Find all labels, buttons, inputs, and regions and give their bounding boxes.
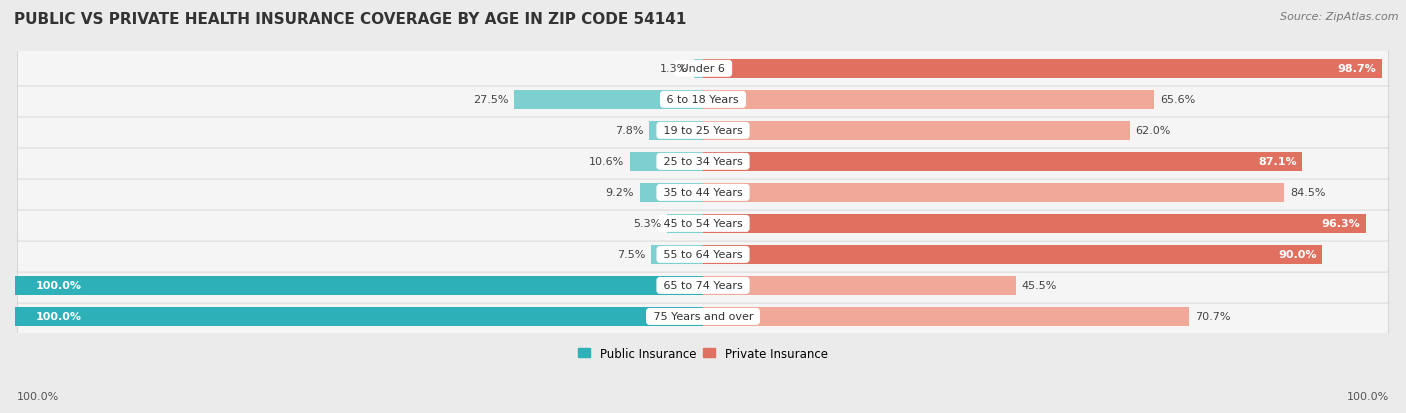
Text: 5.3%: 5.3%	[633, 219, 661, 229]
Bar	[513, 91, 703, 109]
Text: 45 to 54 Years: 45 to 54 Years	[659, 219, 747, 229]
Legend: Public Insurance, Private Insurance: Public Insurance, Private Insurance	[574, 342, 832, 364]
Text: 35 to 44 Years: 35 to 44 Years	[659, 188, 747, 198]
Text: 100.0%: 100.0%	[17, 391, 59, 401]
Text: 19 to 25 Years: 19 to 25 Years	[659, 126, 747, 136]
Text: 10.6%: 10.6%	[589, 157, 624, 167]
Text: 100.0%: 100.0%	[35, 312, 82, 322]
Bar	[703, 91, 1154, 109]
Text: 27.5%: 27.5%	[472, 95, 509, 105]
Bar	[640, 184, 703, 202]
Bar	[650, 122, 703, 140]
Bar	[703, 276, 1017, 295]
Text: 98.7%: 98.7%	[1337, 64, 1376, 74]
Text: 87.1%: 87.1%	[1258, 157, 1296, 167]
FancyBboxPatch shape	[17, 175, 1389, 211]
FancyBboxPatch shape	[17, 83, 1389, 118]
Text: 90.0%: 90.0%	[1278, 250, 1316, 260]
Text: Under 6: Under 6	[678, 64, 728, 74]
FancyBboxPatch shape	[17, 52, 1389, 87]
Bar	[666, 215, 703, 233]
FancyBboxPatch shape	[17, 268, 1389, 304]
Text: 100.0%: 100.0%	[1347, 391, 1389, 401]
Text: 62.0%: 62.0%	[1135, 126, 1170, 136]
Text: 45.5%: 45.5%	[1022, 281, 1057, 291]
FancyBboxPatch shape	[17, 114, 1389, 149]
Text: 84.5%: 84.5%	[1289, 188, 1326, 198]
Text: 65.6%: 65.6%	[1160, 95, 1195, 105]
Bar	[703, 122, 1129, 140]
Bar	[703, 153, 1302, 171]
Text: 7.8%: 7.8%	[616, 126, 644, 136]
Text: 96.3%: 96.3%	[1322, 219, 1360, 229]
Text: 9.2%: 9.2%	[606, 188, 634, 198]
Text: 65 to 74 Years: 65 to 74 Years	[659, 281, 747, 291]
Text: 25 to 34 Years: 25 to 34 Years	[659, 157, 747, 167]
Bar	[15, 307, 703, 326]
Text: 70.7%: 70.7%	[1195, 312, 1230, 322]
Text: 7.5%: 7.5%	[617, 250, 645, 260]
Text: Source: ZipAtlas.com: Source: ZipAtlas.com	[1281, 12, 1399, 22]
Bar	[703, 60, 1382, 78]
Bar	[630, 153, 703, 171]
Bar	[703, 245, 1322, 264]
Bar	[703, 184, 1284, 202]
Bar	[651, 245, 703, 264]
Bar	[703, 215, 1365, 233]
Text: 6 to 18 Years: 6 to 18 Years	[664, 95, 742, 105]
FancyBboxPatch shape	[17, 299, 1389, 334]
Text: PUBLIC VS PRIVATE HEALTH INSURANCE COVERAGE BY AGE IN ZIP CODE 54141: PUBLIC VS PRIVATE HEALTH INSURANCE COVER…	[14, 12, 686, 27]
FancyBboxPatch shape	[17, 144, 1389, 180]
Text: 1.3%: 1.3%	[661, 64, 689, 74]
Text: 100.0%: 100.0%	[35, 281, 82, 291]
FancyBboxPatch shape	[17, 237, 1389, 273]
Bar	[703, 307, 1189, 326]
Text: 75 Years and over: 75 Years and over	[650, 312, 756, 322]
Bar	[695, 60, 703, 78]
FancyBboxPatch shape	[17, 206, 1389, 242]
Bar	[15, 276, 703, 295]
Text: 55 to 64 Years: 55 to 64 Years	[659, 250, 747, 260]
